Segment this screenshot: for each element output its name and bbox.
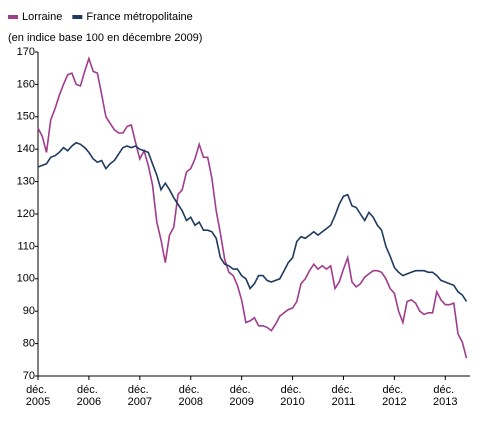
y-tick-label: 140 xyxy=(17,143,35,155)
y-tick-label: 160 xyxy=(17,78,35,90)
y-tick-label: 170 xyxy=(17,46,35,58)
x-tick-label: déc. 2012 xyxy=(382,384,406,408)
x-tick-label-line: 2012 xyxy=(382,396,406,408)
y-tick-label: 130 xyxy=(17,176,35,188)
x-tick-label-line: déc. xyxy=(77,384,101,396)
x-tick-label: déc. 2011 xyxy=(332,384,356,408)
x-tick-label-line: déc. xyxy=(230,384,254,396)
x-tick-label-line: déc. xyxy=(26,384,50,396)
x-tick-label-line: 2008 xyxy=(178,396,202,408)
legend-label: Lorraine xyxy=(22,11,62,23)
x-tick-label: déc. 2006 xyxy=(77,384,101,408)
x-tick-label-line: 2009 xyxy=(229,396,253,408)
x-tick-label-line: 2006 xyxy=(77,396,101,408)
x-tick-label: déc. 2010 xyxy=(280,384,304,408)
x-tick-label-line: déc. xyxy=(382,384,406,396)
x-tick-label: déc. 2009 xyxy=(229,384,253,408)
x-tick-label-line: déc. xyxy=(179,384,203,396)
x-tick-label-line: 2007 xyxy=(128,396,152,408)
x-tick-label-line: déc. xyxy=(433,384,457,396)
legend-label: France métropolitaine xyxy=(86,11,192,23)
x-tick-label-line: 2013 xyxy=(433,396,457,408)
x-tick-label-line: déc. xyxy=(281,384,305,396)
x-tick-label-line: 2011 xyxy=(332,396,356,408)
series-line xyxy=(37,141,468,302)
y-tick-label: 120 xyxy=(17,208,35,220)
x-tick-label-line: 2010 xyxy=(280,396,304,408)
chart-subtitle: (en indice base 100 en décembre 2009) xyxy=(8,32,202,44)
legend-swatch xyxy=(72,15,83,19)
y-tick-label: 90 xyxy=(23,305,35,317)
y-tick-label: 110 xyxy=(17,240,35,252)
y-tick-label: 100 xyxy=(17,273,35,285)
x-tick-label-line: déc. xyxy=(128,384,152,396)
y-tick-label: 70 xyxy=(23,370,35,382)
y-tick-label: 80 xyxy=(23,338,35,350)
x-tick-label-line: 2005 xyxy=(26,396,50,408)
x-tick-label: déc. 2008 xyxy=(178,384,202,408)
x-tick-label: déc. 2005 xyxy=(26,384,50,408)
series-line xyxy=(37,55,468,359)
y-tick-label: 150 xyxy=(17,111,35,123)
legend-swatch xyxy=(8,15,18,19)
x-tick-label-line: déc. xyxy=(332,384,356,396)
x-tick-label: déc. 2013 xyxy=(433,384,457,408)
x-tick-label: déc. 2007 xyxy=(128,384,152,408)
